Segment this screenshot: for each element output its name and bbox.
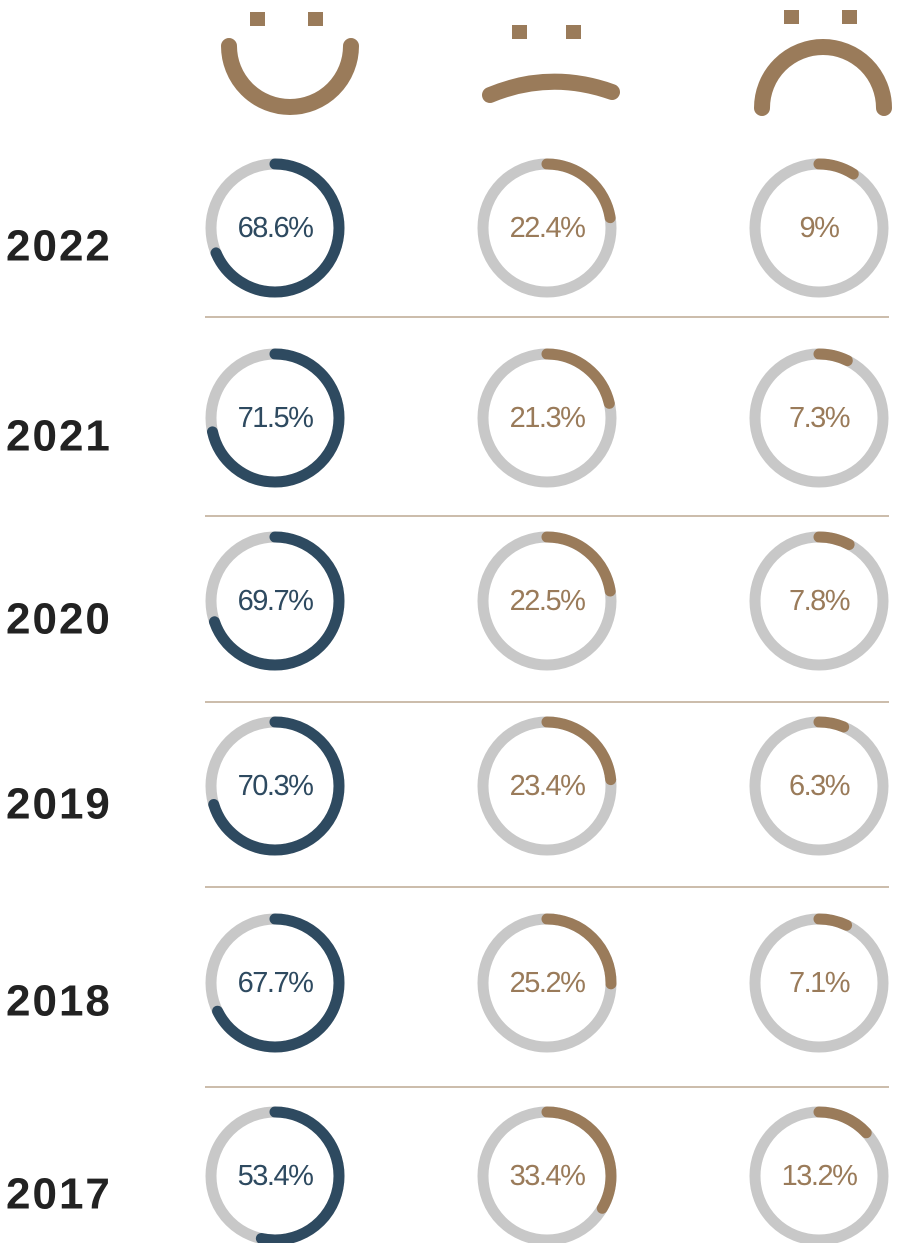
donut-arc bbox=[205, 716, 345, 856]
donut-arc bbox=[205, 348, 345, 488]
donut-arc bbox=[205, 1106, 345, 1243]
year-label: 2020 bbox=[6, 595, 112, 644]
value-label: 7.8% bbox=[789, 585, 850, 617]
value-label: 6.3% bbox=[789, 770, 850, 802]
donut-arc bbox=[477, 716, 617, 856]
value-label: 69.7% bbox=[238, 585, 313, 617]
donut-arc bbox=[749, 158, 889, 298]
value-label: 25.2% bbox=[510, 967, 585, 999]
value-label: 23.4% bbox=[510, 770, 585, 802]
donut-arc bbox=[749, 1106, 889, 1243]
value-label: 22.5% bbox=[510, 585, 585, 617]
donut-arc bbox=[477, 348, 617, 488]
value-label: 21.3% bbox=[510, 402, 585, 434]
donut-arc bbox=[477, 158, 617, 298]
donut-arc bbox=[749, 348, 889, 488]
face-sad bbox=[754, 10, 892, 116]
donut-arc bbox=[477, 913, 617, 1053]
donut-arc bbox=[749, 913, 889, 1053]
year-label: 2018 bbox=[6, 977, 112, 1026]
donut-arc bbox=[205, 913, 345, 1053]
year-label: 2021 bbox=[6, 412, 112, 461]
value-label: 53.4% bbox=[238, 1160, 313, 1192]
year-label: 2019 bbox=[6, 780, 112, 829]
face-happy bbox=[221, 12, 359, 115]
value-label: 67.7% bbox=[238, 967, 313, 999]
value-label: 9% bbox=[800, 212, 840, 244]
value-label: 71.5% bbox=[238, 402, 313, 434]
donut-arc bbox=[477, 1106, 617, 1243]
value-label: 22.4% bbox=[510, 212, 585, 244]
donut-arc bbox=[205, 531, 345, 671]
donut-arc bbox=[749, 531, 889, 671]
value-label: 13.2% bbox=[782, 1160, 857, 1192]
donut-arc bbox=[749, 716, 889, 856]
value-label: 68.6% bbox=[238, 212, 313, 244]
year-label: 2017 bbox=[6, 1170, 112, 1219]
face-neutral bbox=[482, 25, 620, 103]
value-label: 33.4% bbox=[510, 1160, 585, 1192]
value-label: 70.3% bbox=[238, 770, 313, 802]
donut-arc bbox=[205, 158, 345, 298]
value-label: 7.3% bbox=[789, 402, 850, 434]
value-label: 7.1% bbox=[789, 967, 850, 999]
year-label: 2022 bbox=[6, 222, 112, 271]
donut-arc bbox=[477, 531, 617, 671]
